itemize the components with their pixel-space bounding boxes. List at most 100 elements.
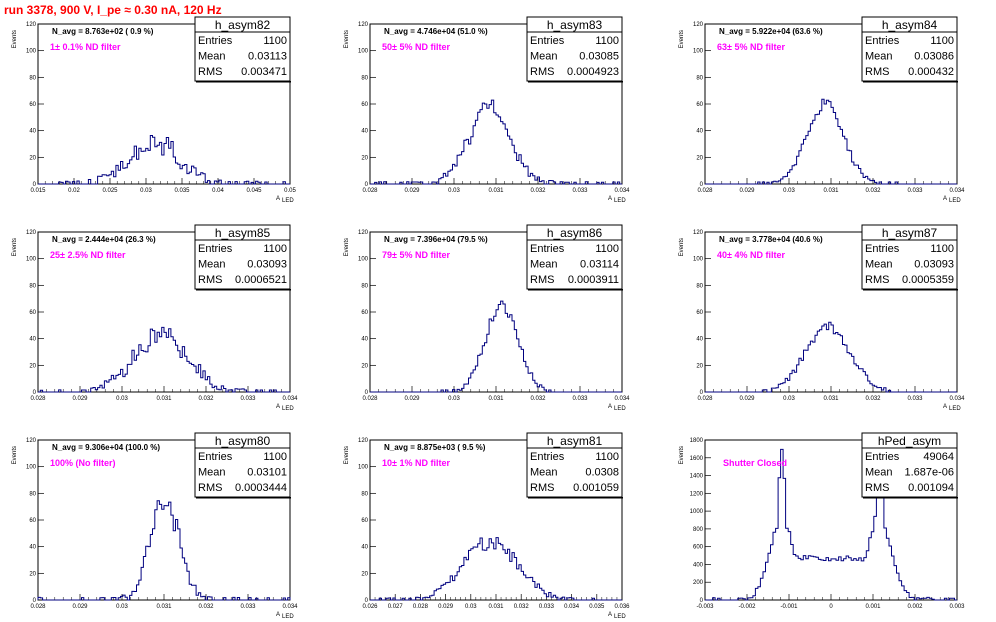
y-tick-label: 60 [696,310,703,316]
x-tick-label: 0.028 [413,604,429,610]
x-tick-label: 0.028 [362,188,378,194]
stats-box-shadow [863,289,958,291]
x-tick-label: 0.033 [907,188,923,194]
navg-label: N_avg = 4.746e+04 (51.0 %) [384,27,488,36]
y-tick-label: 400 [693,562,704,568]
x-tick-label: 0.04 [212,188,224,194]
x-tick-label: 0.035 [589,604,605,610]
x-tick-label: 0.03 [140,188,152,194]
x-tick-label: -0.001 [780,604,798,610]
panel-h_asym82: 0 20 40 60 80 100 120 0.015 0.02 0.025 0.03 0.035 0.… [12,16,296,204]
panel-h_asym87: 0 20 40 60 80 100 120 0.028 0.029 0.03 0.031 0.032 0… [679,224,965,412]
x-tick-label: 0 [829,604,833,610]
stats-key: Entries [865,451,900,463]
x-tick-label: 0.028 [697,396,713,402]
y-tick-label: 0 [700,598,704,604]
filter-annotation: Shutter Closed [723,458,787,468]
stats-box [194,16,291,82]
x-tick-label: 0.028 [30,396,46,402]
stats-key: Mean [198,259,226,271]
y-tick-label: 1600 [690,456,704,462]
y-tick-label: 80 [361,283,368,289]
x-tick-label: 0.033 [572,396,588,402]
stats-key: Entries [198,35,233,47]
x-tick-label: 0.029 [72,604,88,610]
x-tick-label: 0.031 [156,604,172,610]
stats-value: 0.0005359 [902,274,954,286]
stats-value: 1100 [595,35,619,47]
y-tick-label: 20 [361,363,368,369]
stats-key: Entries [530,243,565,255]
x-tick-label: 0.032 [530,188,546,194]
y-tick-label: 40 [361,545,368,551]
navg-label: N_avg = 7.396e+04 (79.5 %) [384,235,488,244]
histogram-curve [38,135,290,185]
x-tick-label: 0.031 [488,396,504,402]
x-tick-label: 0.029 [404,396,420,402]
y-tick-label: 40 [29,129,36,135]
x-tick-label: 0.032 [198,604,214,610]
stats-value: 1100 [263,243,287,255]
x-tick-label: 0.03 [465,604,477,610]
stats-key: RMS [865,66,889,78]
stats-value: 0.03086 [914,51,954,63]
x-tick-label: 0.032 [514,604,530,610]
x-tick-label: 0.031 [488,188,504,194]
y-tick-label: 0 [365,598,369,604]
y-tick-label: 40 [29,545,36,551]
stats-histogram-name: h_asym85 [215,226,271,240]
stats-key: Entries [530,451,565,463]
stats-histogram-name: h_asym82 [215,18,271,32]
navg-label: N_avg = 5.922e+04 (63.6 %) [719,27,823,36]
stats-box-shadow [528,81,623,83]
y-tick-label: 60 [361,310,368,316]
y-tick-label: 60 [361,102,368,108]
y-tick-label: 60 [29,102,36,108]
stats-key: Mean [530,467,558,479]
stats-histogram-name: h_asym83 [547,18,603,32]
y-tick-label: 80 [696,75,703,81]
y-axis-label: Events [344,238,350,256]
filter-annotation: 79± 5% ND filter [382,250,450,260]
stats-key: RMS [198,482,222,494]
y-tick-label: 100 [26,257,37,263]
x-axis-label: A [276,404,280,410]
stats-key: Entries [865,243,900,255]
stats-key: RMS [530,66,554,78]
x-tick-label: 0.03 [116,396,128,402]
filter-annotation: 50± 5% ND filter [382,42,450,52]
stats-box-shadow [196,81,291,83]
y-tick-label: 800 [693,527,704,533]
stats-value: 0.03113 [248,51,287,63]
stats-value: 1100 [595,243,619,255]
stats-box [861,432,958,498]
panel-h_asym84: 0 20 40 60 80 100 120 0.028 0.029 0.03 0.031 0.032 0… [679,16,965,204]
y-tick-label: 100 [358,465,369,471]
x-tick-label: 0.05 [284,188,296,194]
histogram-curve [705,98,957,185]
x-axis-label-subscript: LED [949,198,961,204]
x-tick-label: 0.034 [564,604,580,610]
y-tick-label: 0 [365,390,369,396]
y-axis-label: Events [12,238,18,256]
y-tick-label: 120 [358,230,369,236]
x-axis-label-subscript: LED [614,614,626,620]
filter-annotation: 40± 4% ND filter [717,250,785,260]
y-tick-label: 20 [29,571,36,577]
stats-value: 0.003471 [241,66,287,78]
stats-key: Mean [530,259,558,271]
y-tick-label: 40 [361,337,368,343]
x-axis-label-subscript: LED [282,406,294,412]
panel-h_asym86: 0 20 40 60 80 100 120 0.028 0.029 0.03 0.031 0.032 0… [344,224,630,412]
y-tick-label: 0 [33,182,37,188]
x-tick-label: 0.036 [614,604,630,610]
y-axis-label: Events [679,238,685,256]
stats-box [526,16,623,82]
x-tick-label: 0.032 [198,396,214,402]
y-tick-label: 20 [361,571,368,577]
x-axis-label-subscript: LED [614,406,626,412]
x-tick-label: 0.034 [949,188,965,194]
stats-value: 0.03114 [580,259,619,271]
y-tick-label: 0 [33,598,37,604]
stats-key: Mean [865,51,893,63]
